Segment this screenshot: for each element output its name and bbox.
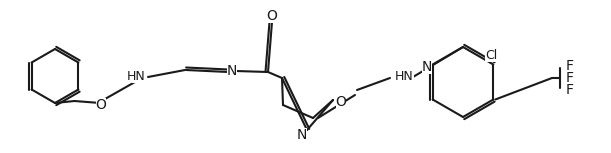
Text: O: O <box>95 98 106 112</box>
Text: N: N <box>227 64 237 78</box>
Text: Cl: Cl <box>485 49 497 62</box>
Text: O: O <box>266 9 277 23</box>
Text: HN: HN <box>395 69 414 82</box>
Text: HN: HN <box>126 69 145 82</box>
Text: F: F <box>566 59 574 73</box>
Text: F: F <box>566 71 574 85</box>
Text: F: F <box>566 83 574 97</box>
Text: N: N <box>297 128 307 142</box>
Text: O: O <box>335 95 346 109</box>
Text: N: N <box>422 60 432 73</box>
